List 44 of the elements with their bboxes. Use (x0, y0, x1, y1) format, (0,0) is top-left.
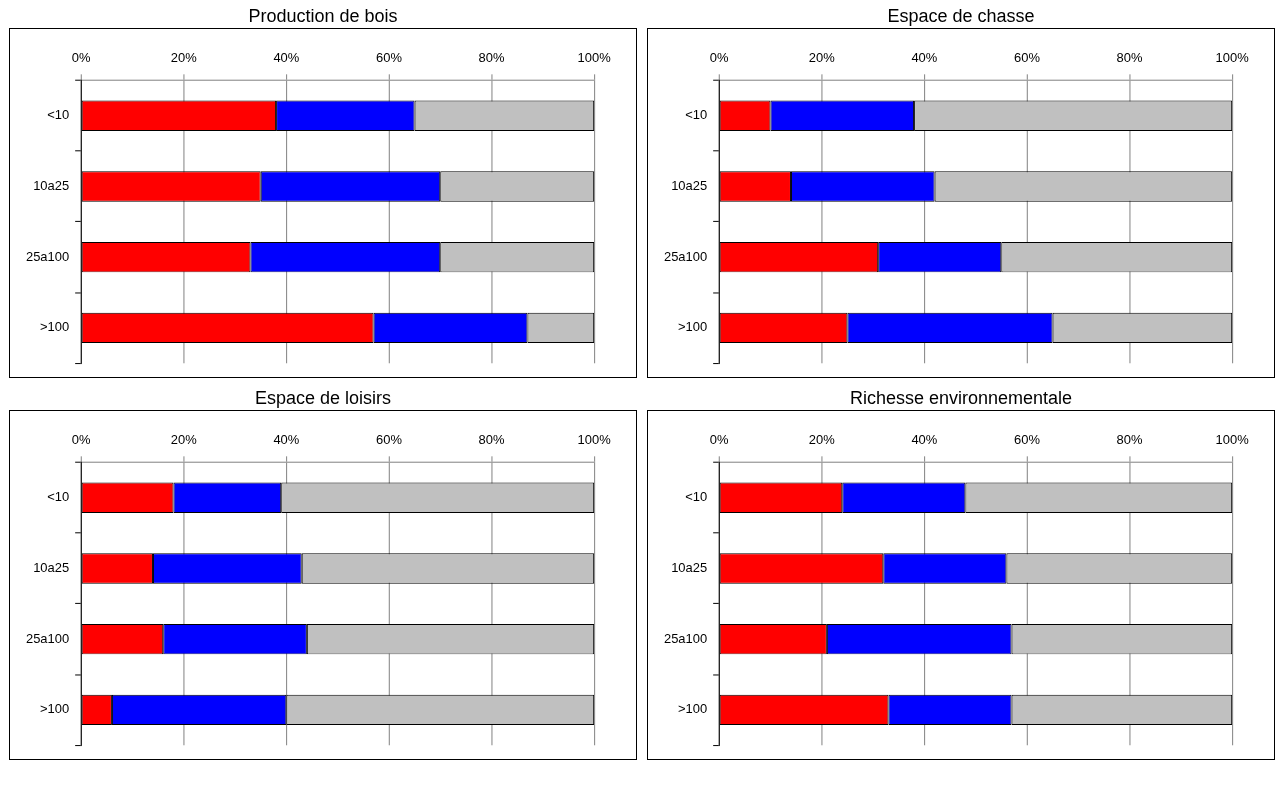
x-tick-label: 40% (911, 50, 938, 66)
y-tick-label: 25a100 (25, 248, 70, 264)
x-tick-label: 20% (170, 50, 198, 66)
x-tick-label: 80% (478, 432, 505, 448)
y-tick-label: >100 (678, 319, 708, 335)
y-tick-label: 25a100 (663, 630, 708, 646)
x-tick-label: 0% (71, 50, 92, 66)
y-tick-label: >100 (40, 319, 70, 335)
x-tick-label: 80% (1116, 432, 1143, 448)
x-tick-label: 20% (170, 432, 198, 448)
y-tick-label: 25a100 (25, 630, 70, 646)
x-tick-label: 60% (375, 50, 403, 66)
x-tick-label: 60% (375, 432, 403, 448)
x-tick-label: 20% (808, 432, 836, 448)
x-tick-label: 40% (273, 50, 300, 66)
y-tick-label: <10 (47, 107, 70, 123)
x-tick-label: 40% (911, 432, 938, 448)
chart-title: Espace de chasse (887, 5, 1035, 28)
x-tick-label: 60% (1013, 50, 1041, 66)
x-tick-label: 80% (1116, 50, 1143, 66)
x-tick-label: 100% (1215, 432, 1250, 448)
y-tick-label: >100 (678, 701, 708, 717)
y-tick-label: <10 (685, 107, 708, 123)
x-tick-label: 60% (1013, 432, 1041, 448)
y-tick-label: 10a25 (33, 177, 70, 193)
y-tick-label: 10a25 (671, 177, 708, 193)
y-tick-label: 10a25 (671, 559, 708, 575)
y-tick-label: >100 (40, 701, 70, 717)
x-tick-label: 100% (1215, 50, 1250, 66)
chart-title: Production de bois (248, 5, 398, 28)
chart-title: Espace de loisirs (254, 387, 392, 410)
x-tick-label: 0% (709, 50, 730, 66)
x-tick-label: 100% (577, 50, 612, 66)
y-tick-label: <10 (685, 489, 708, 505)
x-tick-label: 40% (273, 432, 300, 448)
y-tick-label: 10a25 (33, 559, 70, 575)
x-tick-label: 0% (71, 432, 92, 448)
y-tick-label: 25a100 (663, 248, 708, 264)
x-tick-label: 80% (478, 50, 505, 66)
x-tick-label: 100% (577, 432, 612, 448)
x-tick-label: 20% (808, 50, 836, 66)
chart-title: Richesse environnementale (849, 387, 1073, 410)
y-tick-label: <10 (47, 489, 70, 505)
x-tick-label: 0% (709, 432, 730, 448)
